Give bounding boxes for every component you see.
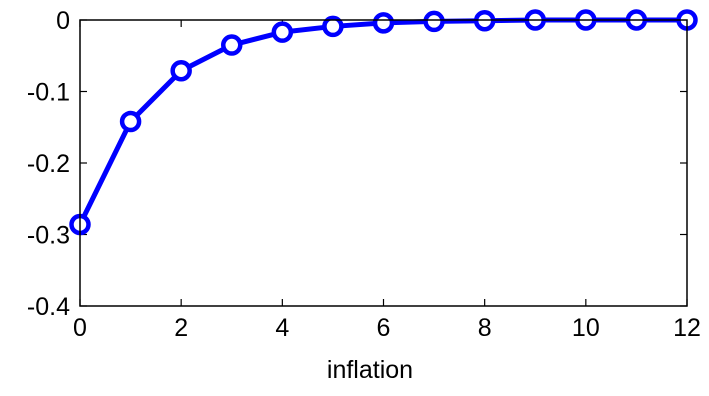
x-tick-label: 4 [275,314,289,342]
labels-layer: 0 2 4 6 8 10 12 0 -0.1 -0.2 -0.3 -0.4 [27,7,701,342]
x-tick-label: 0 [73,314,87,342]
x-tick-label: 2 [174,314,188,342]
y-tick-label: -0.1 [27,79,70,107]
data-point [271,21,294,43]
y-tick-label: -0.2 [27,150,70,178]
x-tick-label: 6 [377,314,391,342]
data-point [372,12,395,34]
data-point [170,60,192,82]
data-point [423,10,445,33]
ticks-layer [79,19,688,307]
x-axis-label: inflation [327,356,413,384]
data-point [322,15,344,38]
y-tick-label: 0 [56,7,70,35]
x-tick-label: 12 [673,314,701,342]
y-tick-label: -0.3 [27,222,70,250]
x-tick-label: 8 [478,314,492,342]
series-line [77,17,690,227]
x-tick-label: 10 [572,314,600,342]
plot-frame [79,19,688,307]
y-tick-label: -0.4 [27,293,70,321]
series-layer [69,9,698,236]
data-point [221,34,243,56]
data-point [119,110,142,133]
